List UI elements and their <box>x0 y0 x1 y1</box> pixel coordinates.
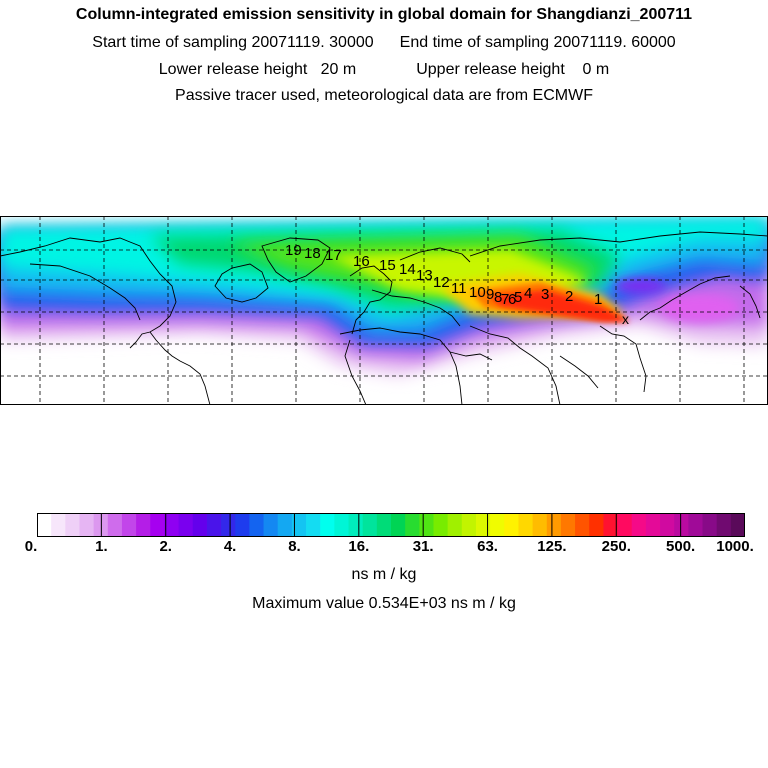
colorbar-tick-label: 31. <box>412 538 434 555</box>
colorbar-swatch <box>362 513 378 537</box>
colorbar-swatch <box>447 513 463 537</box>
colorbar-swatch <box>575 513 590 537</box>
colorbar-swatch <box>475 513 491 537</box>
colorbar-swatch <box>121 513 137 537</box>
colorbar-swatch <box>645 513 661 537</box>
traj-label: 5 <box>514 289 522 306</box>
colorbar-swatch <box>334 513 349 537</box>
tracer-note: Passive tracer used, meteorological data… <box>175 87 593 104</box>
colorbar-swatch <box>617 513 633 537</box>
colorbar-swatch <box>546 513 562 537</box>
traj-label: 11 <box>451 280 467 297</box>
color-scale-labels: 0. 1. 2. 4. 8. 16. 31. 63. 125. 250. 500. 1000. <box>0 538 768 558</box>
colorbar-swatch <box>405 513 420 537</box>
end-time-label: End time of sampling 20071119. 60000 <box>399 34 676 51</box>
colorbar-swatch <box>490 513 505 537</box>
lower-release-label: Lower release height 20 m <box>158 61 357 78</box>
colorbar-swatch <box>164 513 179 537</box>
sensitivity-field <box>0 216 768 405</box>
colorbar-swatch <box>206 513 222 537</box>
colorbar-swatch <box>263 513 279 537</box>
colorbar-frame <box>37 513 745 537</box>
colorbar-tick-label: 1000. <box>716 538 754 555</box>
colorbar-tick-label: 4. <box>223 538 237 555</box>
colorbar-tick-label: 0. <box>24 538 38 555</box>
traj-label: 12 <box>433 274 450 291</box>
colorbar-swatch <box>532 513 548 537</box>
color-scale-bar <box>37 513 745 537</box>
colorbar-swatch <box>589 513 604 537</box>
colorbar-swatch <box>249 513 264 537</box>
plot-title: Column-integrated emission sensitivity i… <box>75 6 693 23</box>
colorbar-tick-label: 2. <box>159 538 172 555</box>
traj-label: 16 <box>353 253 370 270</box>
graticule <box>0 216 768 405</box>
sampling-times: Start time of sampling 20071119. 30000 En… <box>0 34 768 52</box>
colorbar-swatch <box>136 513 151 537</box>
start-time-label: Start time of sampling 20071119. 30000 <box>92 34 374 51</box>
colorbar-tick-label: 1. <box>95 538 108 555</box>
traj-label: 4 <box>524 285 532 302</box>
traj-label: 10 <box>469 284 486 301</box>
colorbar-swatch <box>674 513 689 537</box>
traj-label: 17 <box>325 247 342 264</box>
colorbar-swatch <box>660 513 675 537</box>
colorbar-swatch <box>348 513 364 537</box>
maximum-value-label: Maximum value 0.534E+03 ns m / kg <box>252 595 516 612</box>
traj-label: 2 <box>565 288 573 305</box>
colorbar-swatch <box>433 513 449 537</box>
receptor-marker: x <box>622 311 629 327</box>
traj-label: 7 <box>501 291 509 308</box>
colorbar-swatch <box>178 513 194 537</box>
colorbar-swatch <box>107 513 123 537</box>
traj-label: 15 <box>379 257 396 274</box>
colorbar-swatch <box>51 513 66 537</box>
units-label: ns m / kg <box>351 566 417 583</box>
colorbar-swatch <box>631 513 647 537</box>
colorbar-swatch <box>79 513 95 537</box>
colorbar-swatch <box>461 513 477 537</box>
colorbar-swatch <box>221 513 236 537</box>
colorbar-swatch <box>150 513 165 537</box>
colorbar-swatch <box>603 513 618 537</box>
colorbar-tick-label: 63. <box>477 538 498 555</box>
colorbar-swatch <box>306 513 321 537</box>
colorbar-swatch <box>518 513 533 537</box>
colorbar-swatch <box>376 513 392 537</box>
colorbar-swatch <box>291 513 307 537</box>
traj-label: 13 <box>416 267 433 284</box>
traj-label: 19 <box>285 242 302 259</box>
traj-label: 8 <box>494 289 502 306</box>
traj-label: 1 <box>594 291 602 308</box>
colorbar-swatch <box>716 513 732 537</box>
colorbar-swatch <box>277 513 293 537</box>
release-heights: Lower release height 20 m Upper release h… <box>0 61 768 79</box>
colorbar-swatch <box>419 513 434 537</box>
colorbar-swatch <box>192 513 208 537</box>
colorbar-swatch <box>391 513 406 537</box>
coastlines <box>0 231 768 405</box>
traj-label: 14 <box>399 261 416 278</box>
colorbar-swatch <box>504 513 519 537</box>
trajectory-labels: 1 2 3 4 5 6 7 8 9 10 11 12 13 14 15 16 1… <box>285 242 602 308</box>
emission-sensitivity-map: x 1 2 3 4 5 6 7 8 9 10 11 12 13 14 15 16… <box>0 216 768 405</box>
traj-label: 6 <box>508 291 516 308</box>
colorbar-tick-label: 8. <box>288 538 301 555</box>
colorbar-swatch <box>37 513 52 537</box>
colorbar-swatch <box>730 513 745 537</box>
colorbar-swatch <box>702 513 718 537</box>
colorbar-tick-label: 125. <box>537 538 567 555</box>
colorbar-swatch <box>688 513 703 537</box>
colorbar-swatch <box>65 513 80 537</box>
upper-release-label: Upper release height 0 m <box>416 61 610 78</box>
colorbar-tick-label: 500. <box>666 538 696 555</box>
colorbar-swatch <box>560 513 576 537</box>
traj-label: 18 <box>304 245 321 262</box>
traj-label: 3 <box>541 286 549 303</box>
colorbar-swatch <box>320 513 335 537</box>
colorbar-swatch <box>235 513 250 537</box>
traj-label: 9 <box>486 286 494 303</box>
colorbar-tick-label: 16. <box>348 538 370 555</box>
colorbar-tick-label: 250. <box>601 538 631 555</box>
